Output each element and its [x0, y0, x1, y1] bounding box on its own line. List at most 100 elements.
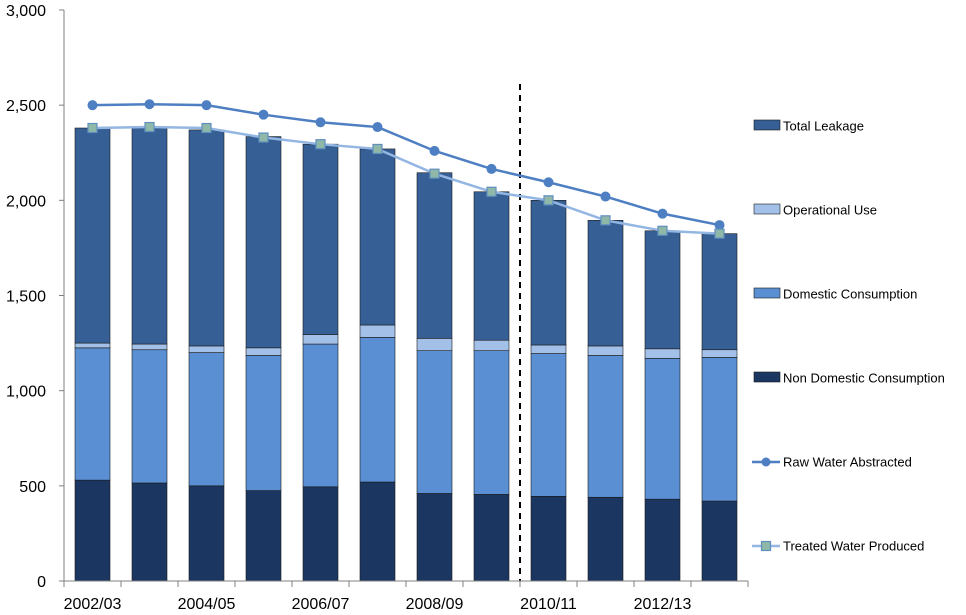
legend-swatch-non-domestic-consumption [753, 371, 781, 383]
point-treated-water-produced [201, 122, 212, 134]
bar-segment-domestic-consumption [188, 352, 225, 487]
bar-segment-operational-use [74, 342, 111, 349]
bar-segment-non-domestic-consumption [74, 479, 111, 582]
bar-segment-domestic-consumption [644, 358, 681, 500]
bar-segment-domestic-consumption [701, 357, 738, 502]
bar-segment-total-leakage [131, 127, 168, 345]
x-tick-label: 2012/13 [634, 596, 692, 613]
bar-segment-total-leakage [701, 233, 738, 351]
bar-segment-non-domestic-consumption [587, 496, 624, 582]
bars-group [74, 127, 738, 582]
axes-group: 0 500 1,000 1,500 2,000 2,500 3,000 2002/03 2004… [6, 3, 749, 613]
bar-segment-non-domestic-consumption [302, 486, 339, 582]
bar-segment-total-leakage [530, 200, 567, 346]
y-tick-label: 1,500 [6, 289, 46, 306]
point-treated-water-produced [486, 186, 497, 197]
y-tick-label: 3,000 [6, 3, 46, 20]
point-treated-water-produced [429, 168, 440, 179]
bar-segment-domestic-consumption [131, 349, 168, 484]
bar-segment-domestic-consumption [302, 343, 339, 488]
point-raw-water-abstracted [600, 191, 611, 202]
bar-segment-domestic-consumption [530, 353, 567, 497]
bar-segment-operational-use [188, 345, 225, 353]
bar-segment-operational-use [416, 338, 453, 351]
series-line-treated-water-produced [92, 125, 720, 235]
y-tick-label: 500 [19, 479, 46, 496]
bar-segment-domestic-consumption [245, 355, 282, 491]
point-treated-water-produced [657, 225, 668, 236]
point-treated-water-produced [315, 139, 326, 150]
bar-segment-non-domestic-consumption [701, 500, 738, 582]
legend-label-total-leakage: Total Leakage [783, 119, 864, 134]
bar-segment-non-domestic-consumption [131, 482, 168, 582]
bar-segment-non-domestic-consumption [359, 481, 396, 582]
point-raw-water-abstracted [714, 220, 725, 231]
point-raw-water-abstracted [144, 99, 155, 110]
bar-segment-total-leakage [644, 230, 681, 350]
lines-group [87, 99, 725, 239]
point-raw-water-abstracted [201, 100, 212, 111]
point-raw-water-abstracted [657, 208, 668, 219]
legend-label-operational-use: Operational Use [783, 203, 877, 218]
point-treated-water-produced [258, 132, 269, 143]
bar-segment-total-leakage [359, 148, 396, 326]
bar-segment-non-domestic-consumption [188, 485, 225, 582]
bar-segment-total-leakage [587, 220, 624, 347]
bar-segment-operational-use [359, 324, 396, 338]
legend-label-treated-water-produced: Treated Water Produced [783, 539, 924, 554]
point-treated-water-produced [600, 215, 611, 226]
bar-segment-non-domestic-consumption [245, 490, 282, 582]
bar-segment-operational-use [530, 344, 567, 354]
point-raw-water-abstracted [486, 163, 497, 174]
legend-swatch-domestic-consumption [753, 287, 781, 299]
bar-segment-total-leakage [473, 191, 510, 341]
bar-segment-non-domestic-consumption [644, 498, 681, 582]
bar-segment-operational-use [473, 339, 510, 352]
legend-label-raw-water-abstracted: Raw Water Abstracted [783, 455, 912, 470]
legend-swatch-total-leakage [753, 119, 781, 131]
point-raw-water-abstracted [429, 145, 440, 156]
point-raw-water-abstracted [372, 122, 383, 133]
bar-segment-total-leakage [188, 129, 225, 347]
point-treated-water-produced [372, 143, 383, 155]
bar-segment-total-leakage [245, 136, 282, 349]
y-tick-label: 0 [37, 574, 46, 591]
bar-segment-total-leakage [74, 127, 111, 344]
y-tick-label: 2,000 [6, 193, 46, 210]
x-tick-label: 2010/11 [520, 596, 577, 613]
y-tick-label: 1,000 [6, 384, 46, 401]
point-raw-water-abstracted [315, 117, 326, 128]
legend-marker-raw-water-abstracted [761, 457, 771, 467]
bar-segment-domestic-consumption [473, 350, 510, 495]
legend: Total Leakage Operational Use Domestic Con… [752, 119, 945, 554]
y-tick-label: 2,500 [6, 98, 46, 115]
point-raw-water-abstracted [543, 177, 554, 188]
point-treated-water-produced [144, 121, 155, 133]
bar-segment-operational-use [587, 345, 624, 356]
bar-segment-operational-use [701, 349, 738, 358]
x-tick-label: 2002/03 [64, 596, 122, 613]
legend-label-domestic-consumption: Domestic Consumption [783, 287, 917, 302]
bar-segment-total-leakage [302, 143, 339, 335]
legend-marker-treated-water-produced [760, 540, 772, 552]
bar-segment-non-domestic-consumption [530, 495, 567, 582]
x-tick-label: 2004/05 [178, 596, 236, 613]
bar-segment-operational-use [131, 343, 168, 351]
bar-segment-non-domestic-consumption [416, 493, 453, 582]
bar-segment-operational-use [302, 334, 339, 345]
bar-segment-non-domestic-consumption [473, 494, 510, 582]
bar-segment-operational-use [245, 347, 282, 356]
point-raw-water-abstracted [87, 100, 98, 111]
x-tick-label: 2006/07 [292, 596, 350, 613]
point-treated-water-produced [87, 122, 98, 134]
series-line-raw-water-abstracted [92, 102, 720, 227]
bar-segment-domestic-consumption [74, 347, 111, 481]
bar-segment-domestic-consumption [416, 350, 453, 494]
point-raw-water-abstracted [258, 109, 269, 120]
legend-swatch-operational-use [753, 203, 781, 215]
point-treated-water-produced [543, 195, 554, 206]
point-treated-water-produced [714, 228, 725, 239]
bar-segment-domestic-consumption [587, 355, 624, 498]
x-tick-label: 2008/09 [406, 596, 464, 613]
